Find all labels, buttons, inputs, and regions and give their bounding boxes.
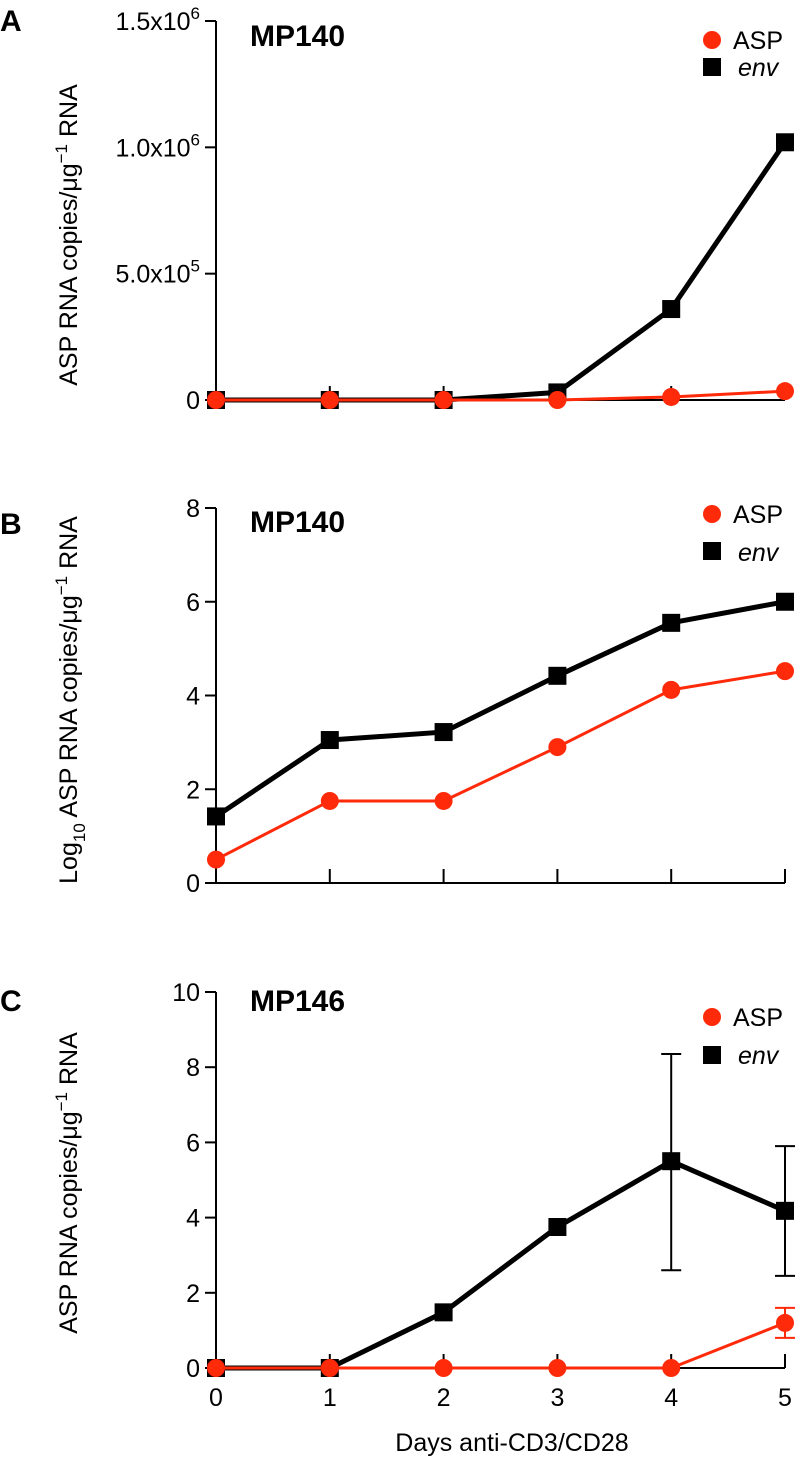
data-point-asp (434, 1359, 453, 1377)
legend-env-marker (703, 1046, 721, 1064)
panel-b-title: MP140 (250, 506, 345, 539)
data-point-asp (548, 738, 567, 757)
legend-env-label: env (738, 539, 780, 567)
panel-a-series (207, 133, 794, 409)
panel-b-series (207, 592, 794, 869)
panel-letter-b: B (0, 508, 22, 541)
x-axis-label: Days anti-CD3/CD28 (395, 1429, 628, 1457)
data-point-asp (662, 387, 681, 406)
panel-a-y-axis-label: ASP RNA copies/μg−1 RNA (52, 84, 83, 386)
y-tick-label: 4 (186, 1205, 200, 1233)
legend-asp-label: ASP (733, 27, 783, 55)
data-point-env (434, 1303, 453, 1322)
y-tick-label: 1.0x106 (115, 130, 200, 162)
panel-c: C MP146 ASP RNA copies/μg−1 RNA 0 1 2 3 4 5 0 2… (0, 979, 795, 1412)
data-point-asp (776, 662, 794, 681)
y-tick-label: 8 (186, 495, 200, 523)
data-point-asp (207, 1359, 225, 1377)
data-point-asp (320, 1359, 339, 1377)
x-tick-label: 3 (550, 1384, 564, 1412)
y-tick-label: 0 (186, 387, 200, 415)
panel-a-axes: 0 5.0x105 1.0x106 1.5x106 (115, 4, 786, 415)
data-point-asp (776, 1313, 794, 1332)
panel-letter-c: C (0, 985, 22, 1018)
legend-asp-label: ASP (733, 501, 783, 529)
panel-c-series (207, 1053, 795, 1377)
panel-c-legend: ASP env (703, 1004, 783, 1070)
series-line-asp (216, 389, 786, 402)
data-point-asp (434, 391, 453, 409)
series-line-env (216, 1158, 786, 1371)
data-point-asp (548, 391, 567, 409)
panel-a-title: MP140 (250, 20, 345, 53)
y-tick-label: 5.0x105 (115, 257, 200, 289)
y-tick-label: 0 (186, 870, 200, 898)
y-tick-label: 1.5x106 (115, 4, 200, 36)
panel-a: A MP140 ASP RNA copies/μg−1 RNA 0 5.0x105… (0, 4, 794, 415)
x-tick-label: 5 (778, 1384, 792, 1412)
legend-asp-marker (703, 505, 721, 523)
data-point-env (320, 731, 339, 750)
legend-env-marker (703, 58, 721, 76)
series-line-asp (215, 669, 786, 861)
series-line-env (214, 599, 786, 819)
legend-env-label: env (738, 54, 780, 82)
y-tick-label: 6 (186, 589, 200, 617)
panel-c-title: MP146 (250, 985, 345, 1018)
legend-env-marker (703, 542, 721, 560)
data-point-env (434, 723, 453, 742)
data-point-asp (662, 1359, 681, 1377)
x-tick-label: 4 (664, 1384, 678, 1412)
series-line-asp (216, 1321, 786, 1370)
panel-c-y-axis-label: ASP RNA copies/μg−1 RNA (52, 1032, 83, 1334)
data-point-asp (320, 791, 339, 810)
y-tick-label: 8 (186, 1054, 200, 1082)
data-point-asp (320, 391, 339, 409)
panel-c-axes: 0 1 2 3 4 5 0 2 4 6 8 10 (172, 979, 792, 1412)
data-point-env (776, 1201, 794, 1220)
data-point-env (776, 592, 794, 611)
data-point-asp (434, 791, 453, 810)
data-point-env (776, 133, 794, 152)
panel-b-legend: ASP env (703, 501, 783, 567)
legend-env-label: env (738, 1042, 780, 1070)
data-point-env (662, 613, 681, 632)
data-point-env (662, 1152, 681, 1171)
series-line-env (216, 140, 788, 403)
x-tick-label: 2 (437, 1384, 451, 1412)
data-point-env (548, 666, 567, 685)
data-point-env (548, 1218, 567, 1236)
data-point-asp (548, 1359, 567, 1377)
panel-a-legend: ASP env (703, 27, 783, 82)
y-tick-label: 2 (186, 1280, 200, 1308)
panel-b: B MP140 Log10 ASP RNA copies/μg−1 RNA 0 2… (0, 495, 794, 898)
y-tick-label: 10 (172, 979, 200, 1007)
data-point-asp (662, 680, 681, 699)
data-point-env (207, 807, 225, 826)
panel-letter-a: A (0, 5, 22, 38)
legend-asp-marker (703, 1008, 721, 1026)
y-tick-label: 6 (186, 1129, 200, 1157)
x-tick-label: 1 (323, 1384, 337, 1412)
panel-b-axes: 0 2 4 6 8 (186, 495, 786, 898)
data-point-asp (207, 850, 225, 869)
y-tick-label: 0 (186, 1355, 200, 1383)
legend-asp-marker (703, 31, 721, 49)
y-tick-label: 2 (186, 776, 200, 804)
y-tick-label: 4 (186, 683, 200, 711)
x-tick-label: 0 (209, 1384, 223, 1412)
panel-b-y-axis-label: Log10 ASP RNA copies/μg−1 RNA (52, 516, 89, 884)
data-point-asp (776, 382, 794, 401)
data-point-asp (207, 391, 225, 409)
legend-asp-label: ASP (733, 1004, 783, 1032)
data-point-env (662, 300, 681, 319)
